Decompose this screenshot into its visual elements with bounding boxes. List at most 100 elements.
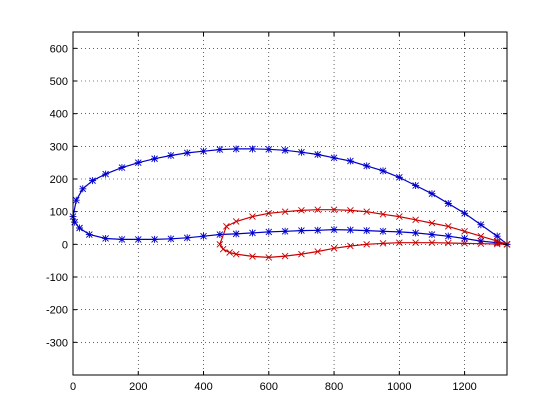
series-1-point [151,155,159,163]
series-1-point [297,227,305,235]
series-1-point [183,234,191,242]
series-2-point [281,208,289,215]
series-1-point [71,218,79,226]
y-tick-label: -300 [46,337,68,349]
series-1-point [85,231,93,239]
y-axis-ticks: -300 -200 -100 0 100 200 300 400 500 600 [46,43,507,349]
series-1-point [76,224,84,232]
series-1-point [461,234,469,242]
series-1-point [151,235,159,243]
series-1-point [428,231,436,239]
y-tick-label: 400 [50,109,68,121]
series-2-point [395,213,403,220]
series-1-point [346,157,354,165]
series-2-point [330,206,338,214]
series-2-point [363,208,371,215]
series-2-point [363,241,371,248]
series-2-point [281,252,289,260]
series-1-point [412,182,420,190]
series-1-point [395,228,403,236]
series-2-point [477,240,485,247]
series-1-point [200,232,208,240]
x-tick-label: 1000 [387,381,411,393]
series-2-point [265,254,273,261]
series-2-line [219,209,508,259]
series-2-point [444,223,452,230]
series-1-point [216,146,224,154]
y-tick-label: 200 [50,174,68,186]
series-1-point [379,167,387,175]
series-2-point [314,206,322,214]
series-2-point [444,239,452,247]
series-2-point [461,240,468,247]
series-2-point [223,223,230,230]
y-tick-label: -100 [46,272,68,284]
series-1-point [330,154,338,162]
series-2-point [347,207,354,214]
series-1-point [363,162,371,170]
series-2-point [265,209,273,217]
series-1-point [102,234,110,242]
series-2-point [412,239,419,247]
series-2-point [298,207,305,214]
series-1-point [232,230,240,238]
series-1-point [216,231,224,239]
series-1-point [79,185,87,193]
series-2-point [428,219,436,227]
plot-area [73,32,507,375]
series-2-point [232,250,240,258]
series-1-point [281,146,289,154]
x-tick-label: 0 [70,381,76,393]
series-1-point [265,145,273,153]
series-1-point [72,196,80,204]
series-1-point [248,229,256,237]
series-1-point [134,235,142,243]
series-2 [216,206,511,261]
y-tick-label: 100 [50,207,68,219]
series-2-point [314,248,322,255]
series-1-point [200,147,208,155]
series-1-point [102,170,110,178]
series-1-point [412,229,420,237]
series-1-point [118,235,126,243]
series-1-point [183,149,191,157]
series-1-point [134,159,142,167]
series-1-point [379,227,387,235]
series-2-point [232,218,240,225]
series-1-point [346,226,354,234]
series-1-point [395,173,403,181]
series-1-point [167,235,175,243]
series-1-point [89,177,97,185]
series-1-point [493,232,501,240]
series-2-point [379,240,387,247]
series-1-point [314,226,322,234]
series-1-point [167,151,175,159]
series-1-point [444,232,452,240]
series-2-point [330,244,338,252]
y-tick-label: -200 [46,305,68,317]
series-1-point [118,164,126,172]
series-1-point [281,227,289,235]
series-2-point [428,239,436,247]
series-2-point [226,249,233,256]
series-1-point [493,239,501,247]
series-1-point [248,145,256,153]
series-1-point [330,226,338,234]
series-2-point [249,213,256,220]
series-2-point [461,227,468,235]
series-2-point [216,241,224,248]
series-1-point [314,151,322,158]
x-axis-ticks: 0 200 400 600 800 1000 1200 [70,32,477,393]
series-1-point [461,209,469,217]
series-2-point [249,253,256,260]
series-2-point [347,242,354,250]
series-1-point [265,228,273,236]
x-tick-label: 600 [260,381,278,393]
y-tick-label: 300 [50,141,68,153]
y-tick-label: 0 [62,239,68,251]
series-2-point [219,245,227,253]
series-1-point [297,148,305,156]
plot-frame [72,31,508,376]
series-1-point [444,200,452,207]
